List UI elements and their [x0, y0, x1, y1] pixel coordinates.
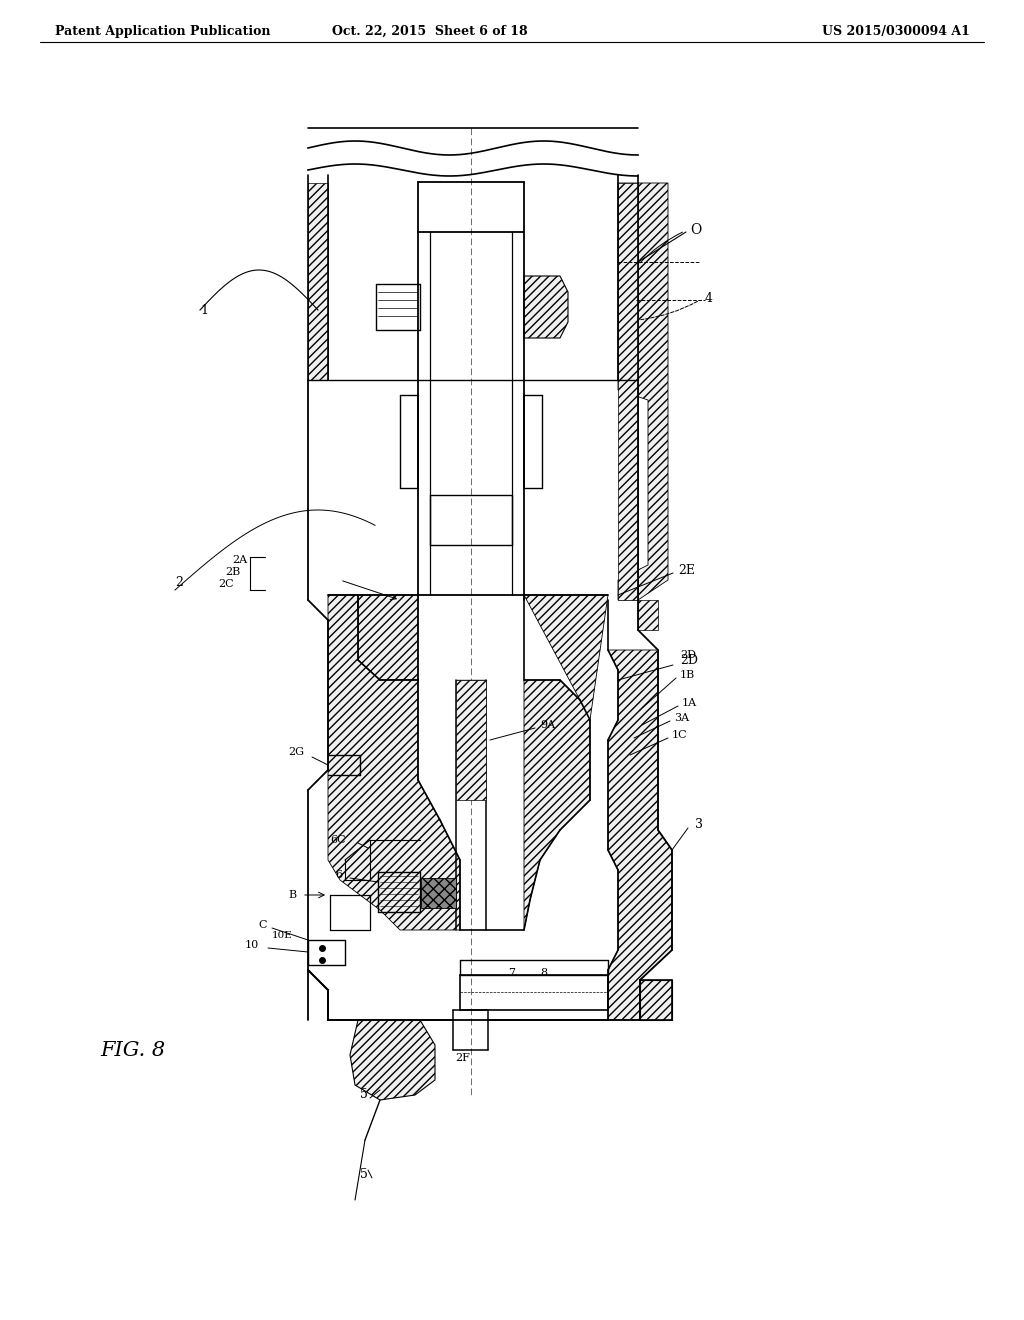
Text: 2E: 2E	[678, 564, 695, 577]
Text: 2D: 2D	[680, 649, 696, 660]
Polygon shape	[328, 595, 460, 931]
Polygon shape	[456, 680, 486, 800]
Text: B: B	[288, 890, 296, 900]
Text: 8: 8	[540, 968, 547, 978]
Text: 5: 5	[360, 1089, 368, 1101]
Text: 2D: 2D	[680, 653, 698, 667]
Text: 2B: 2B	[225, 568, 241, 577]
Polygon shape	[524, 595, 608, 931]
Text: 9A: 9A	[540, 719, 555, 730]
Text: 10: 10	[245, 940, 259, 950]
Polygon shape	[618, 183, 668, 601]
Text: 1C: 1C	[672, 730, 688, 741]
Text: 10E: 10E	[272, 931, 293, 940]
Polygon shape	[618, 380, 658, 630]
Text: 2: 2	[175, 576, 183, 589]
Text: FIG. 8: FIG. 8	[100, 1040, 165, 1060]
Text: 2C: 2C	[218, 579, 233, 589]
Polygon shape	[640, 979, 672, 1020]
Text: 1B: 1B	[680, 671, 695, 680]
Text: Patent Application Publication: Patent Application Publication	[55, 25, 270, 38]
Text: 5: 5	[360, 1168, 368, 1181]
Polygon shape	[524, 276, 568, 338]
Text: 1: 1	[200, 304, 208, 317]
Text: Oct. 22, 2015  Sheet 6 of 18: Oct. 22, 2015 Sheet 6 of 18	[332, 25, 527, 38]
Text: 2G: 2G	[288, 747, 304, 756]
Text: 4: 4	[705, 292, 713, 305]
Text: 2A: 2A	[232, 554, 247, 565]
Polygon shape	[328, 595, 418, 680]
Text: C: C	[258, 920, 266, 931]
Text: 2F: 2F	[455, 1053, 470, 1063]
Polygon shape	[350, 1020, 435, 1100]
Polygon shape	[608, 649, 672, 1020]
Text: 3A: 3A	[674, 713, 689, 723]
Polygon shape	[618, 183, 638, 380]
Polygon shape	[308, 183, 328, 380]
Text: 3: 3	[695, 818, 703, 832]
Text: US 2015/0300094 A1: US 2015/0300094 A1	[822, 25, 970, 38]
Text: 1A: 1A	[682, 698, 697, 708]
Text: 6: 6	[335, 870, 342, 880]
Text: O: O	[690, 223, 701, 238]
Text: 6C: 6C	[330, 836, 346, 845]
Text: 7: 7	[508, 968, 515, 978]
Polygon shape	[421, 878, 456, 908]
